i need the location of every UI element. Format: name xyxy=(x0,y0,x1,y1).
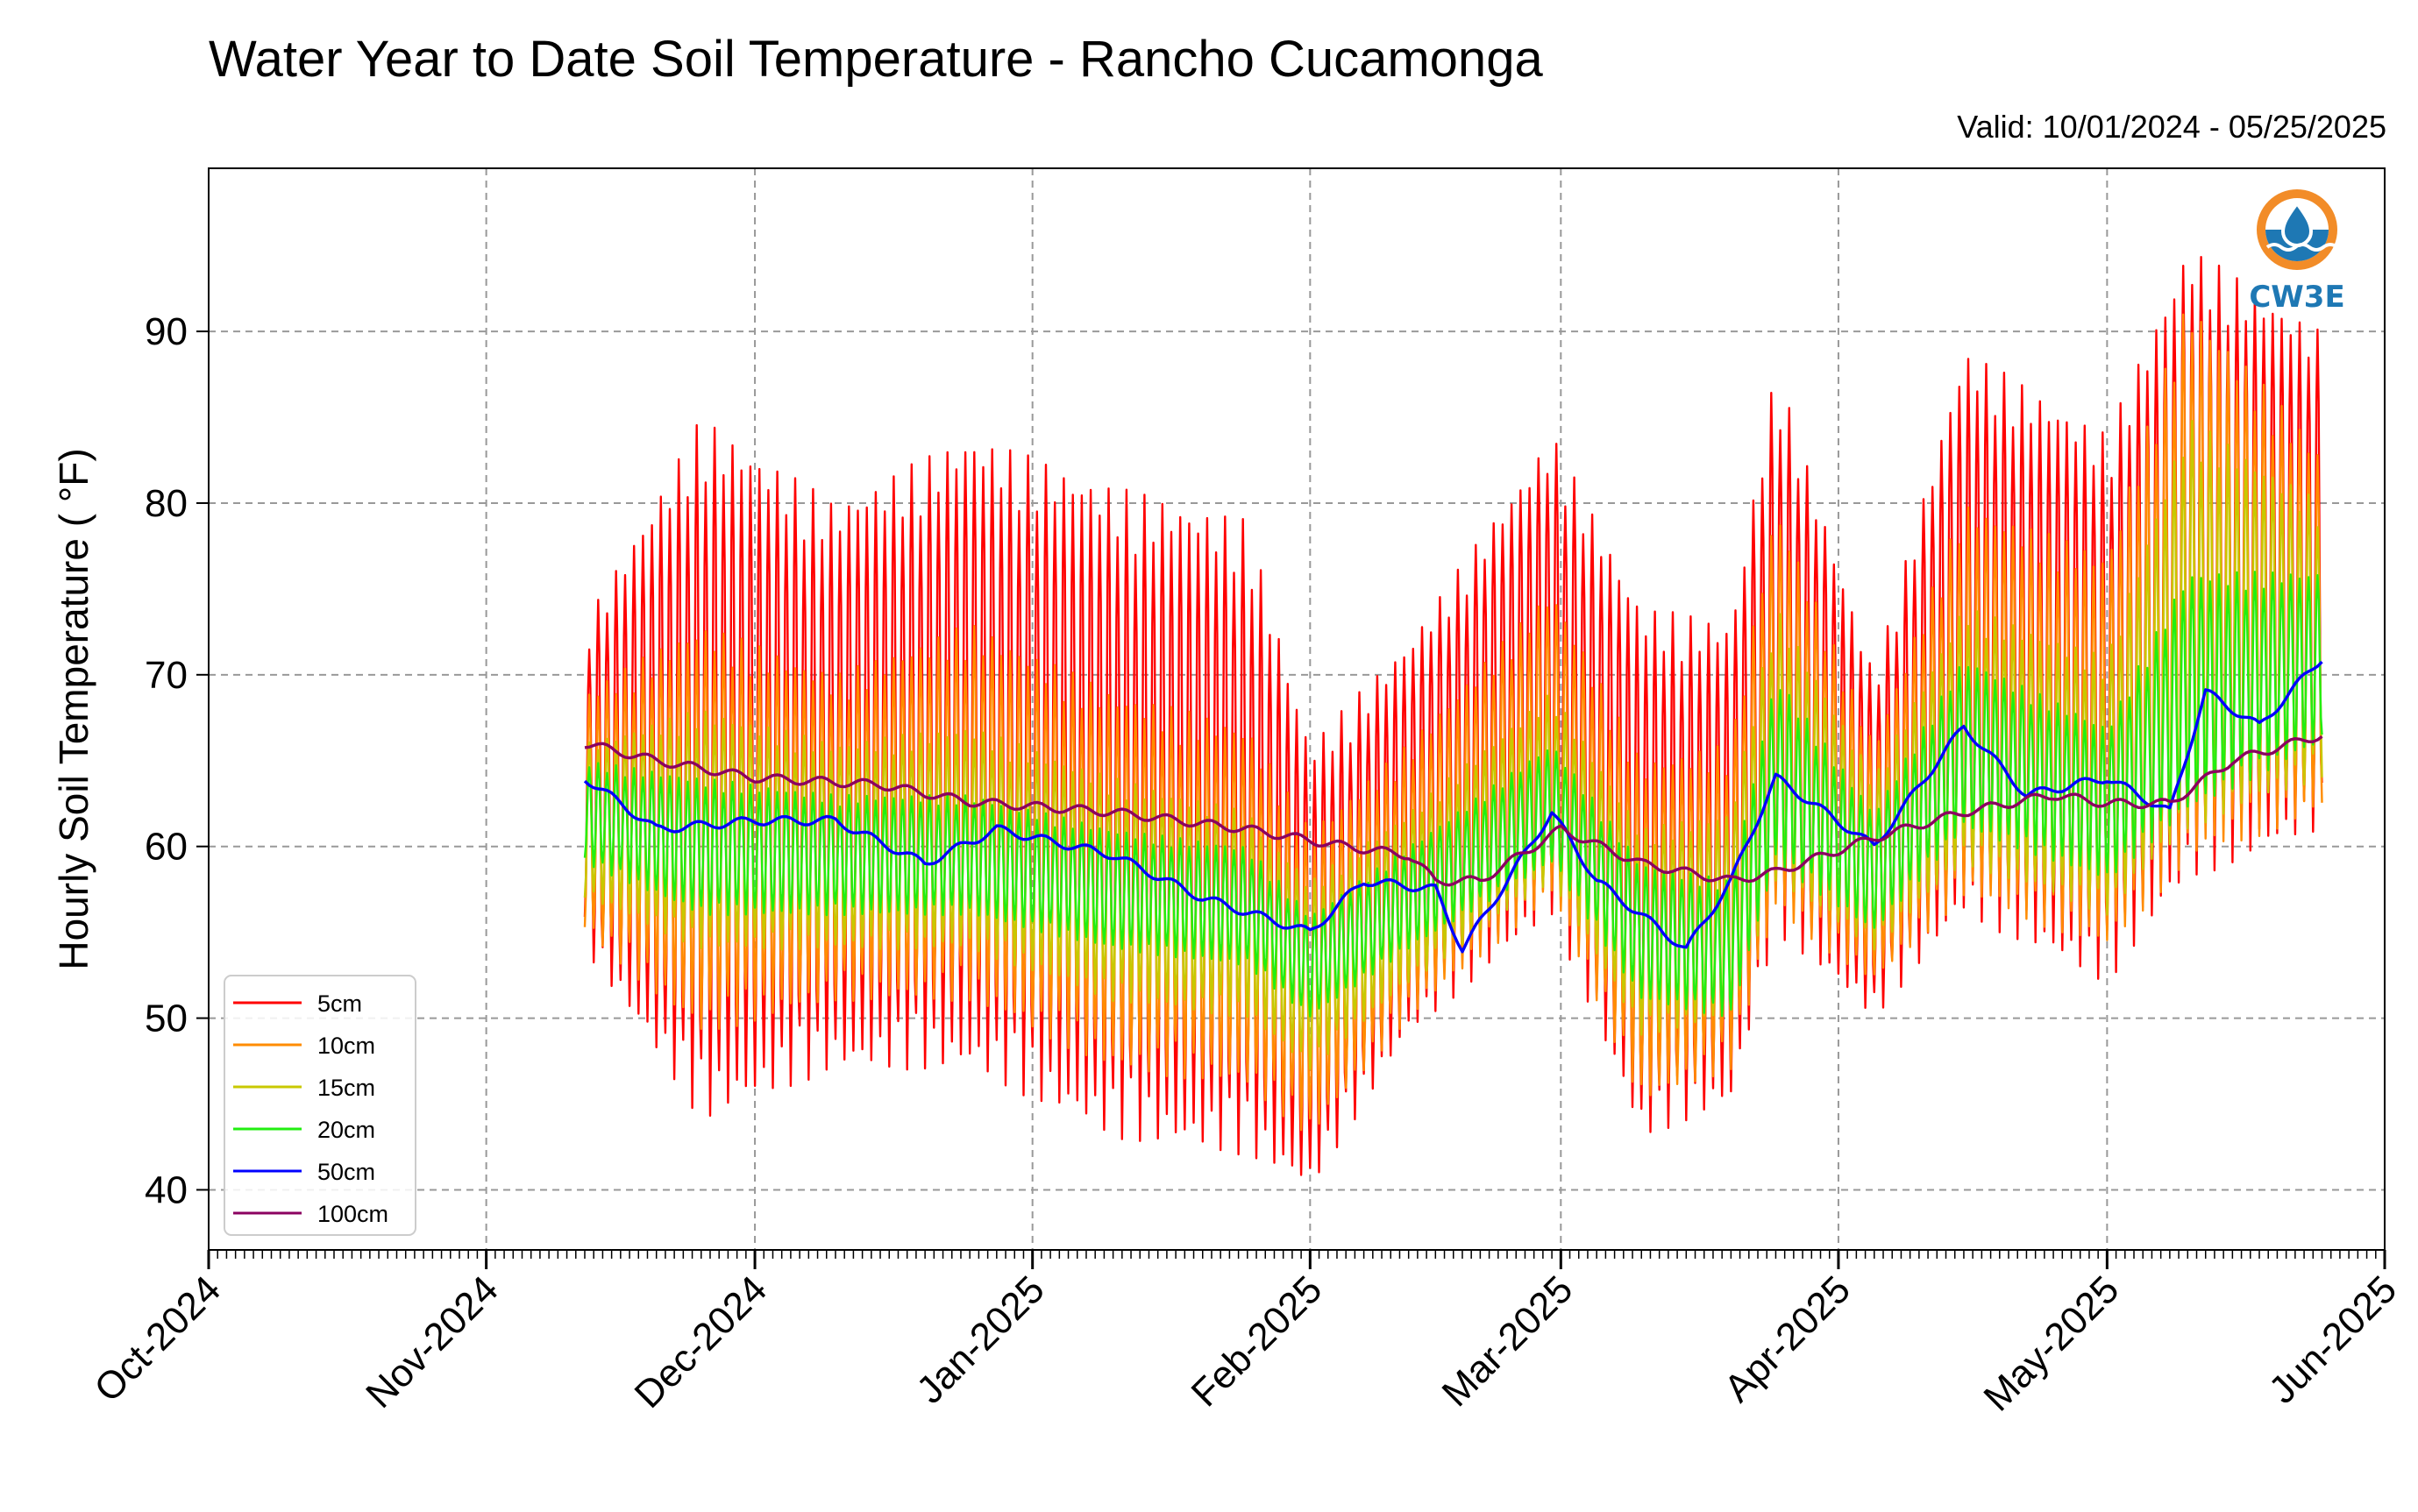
plot-frame xyxy=(208,167,2386,1251)
y-tick-label: 90 xyxy=(145,310,188,353)
chart-title: Water Year to Date Soil Temperature - Ra… xyxy=(209,31,1543,88)
legend-label: 15cm xyxy=(317,1075,375,1101)
legend: 5cm 10cm 15cm 20cm 50cm 100cm xyxy=(224,975,416,1236)
legend-label: 5cm xyxy=(317,990,362,1017)
y-tick-label: 60 xyxy=(145,826,188,869)
legend-label: 100cm xyxy=(317,1201,388,1227)
logo-text: CW3E xyxy=(2249,280,2344,315)
x-tick-label: Apr-2025 xyxy=(1716,1267,1859,1410)
y-tick-label: 70 xyxy=(145,654,188,697)
x-tick-label: Feb-2025 xyxy=(1184,1267,1331,1415)
series-line-15cm xyxy=(583,420,2323,1070)
x-tick-label: Jun-2025 xyxy=(2261,1267,2405,1411)
series-line-5cm xyxy=(583,256,2323,1176)
grid-layer xyxy=(209,168,2385,1250)
series-layer xyxy=(583,256,2323,1176)
legend-label: 50cm xyxy=(317,1159,375,1185)
series-line-100cm xyxy=(584,735,2323,887)
legend-label: 20cm xyxy=(317,1117,375,1143)
series-line-20cm xyxy=(583,571,2323,1018)
x-tick-label: May-2025 xyxy=(1975,1267,2127,1419)
x-tick-label: Mar-2025 xyxy=(1434,1267,1582,1415)
series-line-50cm xyxy=(583,660,2323,954)
x-tick-label: Dec-2024 xyxy=(627,1267,776,1416)
y-tick-label: 50 xyxy=(145,997,188,1040)
cw3e-logo: CW3E xyxy=(2249,189,2345,315)
x-tick-label: Jan-2025 xyxy=(908,1267,1052,1411)
legend-items: 5cm 10cm 15cm 20cm 50cm 100cm xyxy=(233,990,388,1227)
valid-date-range: Valid: 10/01/2024 - 05/25/2025 xyxy=(1957,109,2386,145)
series-line-10cm xyxy=(583,313,2323,1132)
y-axis-label: Hourly Soil Temperature ( °F) xyxy=(51,448,96,969)
legend-label: 10cm xyxy=(317,1033,375,1059)
x-tick-label: Oct-2024 xyxy=(86,1267,229,1410)
logo-wave-icon xyxy=(2265,243,2339,252)
y-tick-label: 40 xyxy=(145,1168,188,1211)
y-tick-label: 80 xyxy=(145,482,188,525)
x-tick-label: Nov-2024 xyxy=(358,1267,507,1416)
